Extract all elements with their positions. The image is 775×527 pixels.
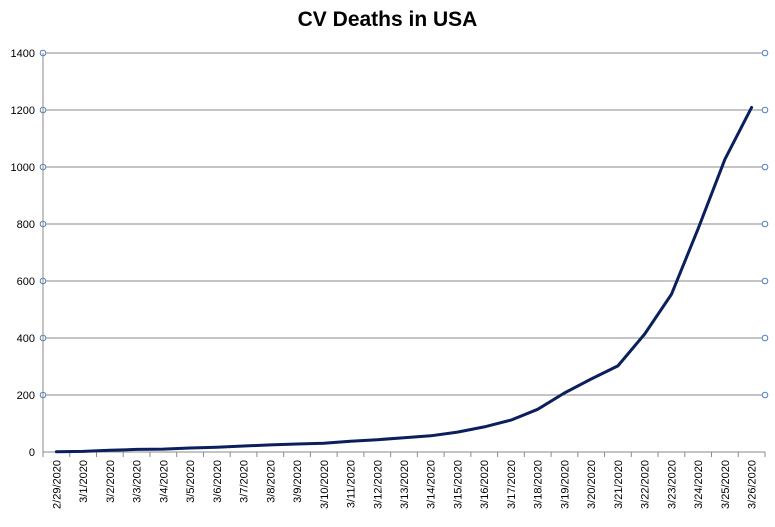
y-tick-label: 600 <box>17 276 35 288</box>
y-tick-label: 1000 <box>11 162 35 174</box>
y-tick-label: 1400 <box>11 48 35 60</box>
x-tick-label: 3/22/2020 <box>640 460 652 509</box>
chart-title: CV Deaths in USA <box>297 8 478 31</box>
x-tick-label: 3/25/2020 <box>720 460 732 509</box>
gridline-marker <box>761 106 769 114</box>
series <box>54 105 754 454</box>
data-point <box>697 227 700 230</box>
gridline-marker <box>761 220 769 228</box>
data-point <box>376 438 379 441</box>
x-tick-label: 3/21/2020 <box>613 460 625 509</box>
data-point <box>108 449 111 452</box>
data-point <box>483 425 486 428</box>
x-tick-label: 3/11/2020 <box>346 460 358 508</box>
data-point <box>189 447 192 450</box>
x-tick-label: 3/15/2020 <box>452 460 464 509</box>
data-point <box>670 293 673 296</box>
x-tick-label: 3/16/2020 <box>479 460 491 509</box>
data-point <box>269 443 272 446</box>
x-tick-label: 3/18/2020 <box>533 460 545 509</box>
y-tick-label: 0 <box>29 447 35 459</box>
x-tick-label: 3/20/2020 <box>586 460 598 509</box>
data-point <box>403 436 406 439</box>
x-tick-label: 3/10/2020 <box>319 460 331 509</box>
x-tick-label: 3/13/2020 <box>399 460 411 509</box>
x-tick-label: 3/23/2020 <box>666 460 678 509</box>
data-point <box>536 408 539 411</box>
x-tick-label: 3/24/2020 <box>693 460 705 509</box>
x-tick-label: 3/17/2020 <box>506 460 518 509</box>
data-point <box>456 431 459 434</box>
data-point <box>563 392 566 395</box>
y-tick-label: 800 <box>17 219 35 231</box>
axes <box>42 53 766 457</box>
x-tick-label: 3/1/2020 <box>78 460 90 503</box>
series-line <box>54 105 754 454</box>
x-tick-label: 3/3/2020 <box>132 460 144 503</box>
gridline-marker <box>761 49 769 57</box>
x-tick-label: 3/26/2020 <box>747 460 759 509</box>
data-point <box>616 364 619 367</box>
data-point <box>162 448 165 451</box>
x-tick-label: 3/5/2020 <box>185 460 197 503</box>
x-tick-label: 3/6/2020 <box>212 460 224 503</box>
data-point <box>723 158 726 161</box>
data-point <box>82 450 85 453</box>
data-point <box>349 440 352 443</box>
data-point <box>322 442 325 445</box>
y-tick-label: 400 <box>17 333 35 345</box>
x-tick-label: 3/12/2020 <box>372 460 384 509</box>
data-point <box>296 443 299 446</box>
x-tick-label: 3/4/2020 <box>158 460 170 503</box>
x-tick-label: 3/7/2020 <box>239 460 251 503</box>
gridline-marker <box>761 334 769 342</box>
gridlines <box>39 49 769 399</box>
data-point <box>643 333 646 336</box>
data-point <box>135 448 138 451</box>
gridline-marker <box>761 163 769 171</box>
x-tick-labels: 2/29/2020 3/1/2020 3/2/2020 3/3/2020 3/4/202… <box>51 460 758 509</box>
data-point <box>590 378 593 381</box>
gridline-marker <box>761 391 769 399</box>
x-tick-label: 3/14/2020 <box>426 460 438 509</box>
x-tick-label: 3/9/2020 <box>292 460 304 503</box>
gridline-marker <box>761 277 769 285</box>
data-point <box>242 445 245 448</box>
y-tick-label: 200 <box>17 390 35 402</box>
y-tick-label: 1200 <box>11 105 35 117</box>
x-tick-label: 3/8/2020 <box>265 460 277 503</box>
data-point <box>215 446 218 449</box>
x-tick-label: 2/29/2020 <box>51 460 63 509</box>
x-tick-label: 3/19/2020 <box>559 460 571 509</box>
data-point <box>509 419 512 422</box>
x-tick-label: 3/2/2020 <box>105 460 117 503</box>
data-point <box>750 106 753 109</box>
data-point <box>55 450 58 453</box>
y-tick-labels: 0 200 400 600 800 1000 1200 1400 <box>11 48 35 459</box>
data-point <box>429 434 432 437</box>
